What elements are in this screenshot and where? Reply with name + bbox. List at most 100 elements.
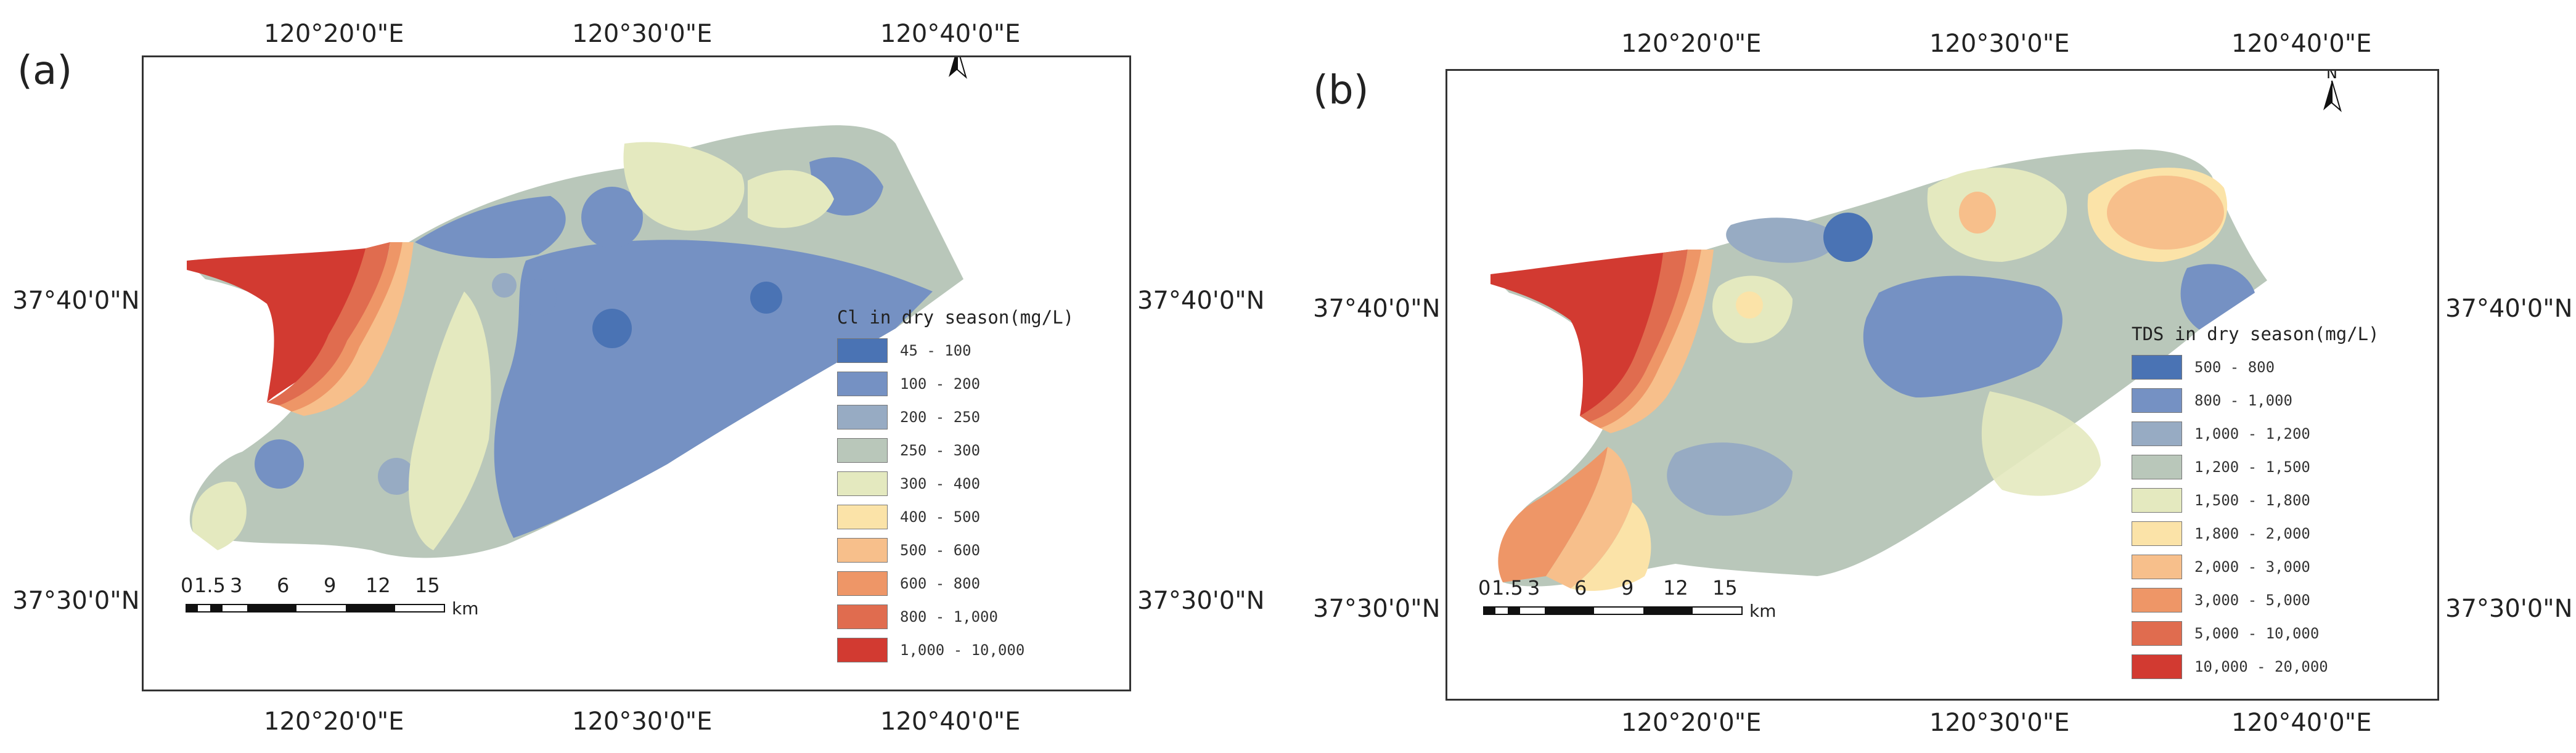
- map-panel-a: (a) 120°20'0"E 120°30'0"E 120°40'0"E 120…: [0, 0, 1270, 753]
- scale-label: 6: [1574, 576, 1587, 600]
- map-region: [1927, 168, 2067, 262]
- scale-label: 6: [277, 574, 290, 597]
- map-region: [520, 279, 557, 316]
- legend-label: 1,200 - 1,500: [2194, 458, 2310, 476]
- map-region: [187, 242, 390, 402]
- legend-item: 500 - 800: [2132, 351, 2379, 384]
- right-tick: 37°30'0"N: [1137, 587, 1265, 615]
- scale-label: 15: [1712, 576, 1738, 600]
- map-region: [1580, 250, 1688, 422]
- legend-item: 1,800 - 2,000: [2132, 517, 2379, 550]
- legend-label: 100 - 200: [900, 375, 981, 393]
- map-region: [255, 439, 304, 489]
- bottom-tick: 120°30'0"E: [1929, 709, 2070, 737]
- legend-label: 3,000 - 5,000: [2194, 592, 2310, 609]
- map-region: [378, 458, 415, 495]
- map-region: [1823, 213, 1873, 262]
- map-region: [1726, 218, 1842, 263]
- map-region: [1736, 291, 1763, 319]
- legend-swatch: [837, 338, 888, 363]
- legend-swatch: [2132, 421, 2182, 446]
- legend-item: 200 - 250: [837, 401, 1074, 434]
- legend-swatch: [837, 438, 888, 463]
- legend-swatch: [2132, 588, 2182, 613]
- top-tick: 120°20'0"E: [264, 20, 404, 48]
- right-tick: 37°40'0"N: [2445, 295, 2573, 323]
- map-region: [592, 309, 632, 348]
- map-region: [1863, 275, 2063, 397]
- legend-label: 800 - 1,000: [2194, 392, 2292, 409]
- legend-item: 1,000 - 10,000: [837, 633, 1074, 667]
- legend-swatch: [2132, 521, 2182, 546]
- map-region: [750, 282, 782, 314]
- scale-label: 1.5: [1492, 576, 1523, 600]
- legend-label: 10,000 - 20,000: [2194, 658, 2328, 675]
- north-arrow: N: [939, 57, 976, 81]
- scale-bar-graphic: [186, 604, 445, 613]
- legend-item: 3,000 - 5,000: [2132, 584, 2379, 617]
- map-region: [1490, 250, 1688, 416]
- north-arrow: N: [2313, 69, 2350, 114]
- legend-swatch: [837, 571, 888, 596]
- legend-label: 1,500 - 1,800: [2194, 492, 2310, 509]
- legend-item: 250 - 300: [837, 434, 1074, 467]
- top-tick: 120°40'0"E: [2231, 30, 2372, 58]
- legend-label: 800 - 1,000: [900, 608, 998, 625]
- panel-label: (b): [1313, 68, 1369, 113]
- legend-swatch: [2132, 654, 2182, 679]
- map-region: [581, 187, 643, 248]
- legend-label: 600 - 800: [900, 575, 981, 592]
- map-region: [267, 242, 390, 405]
- north-arrow-icon: [2323, 80, 2342, 112]
- scale-label: 0: [181, 574, 194, 597]
- legend-label: 200 - 250: [900, 409, 981, 426]
- scale-label: 3: [1527, 576, 1540, 600]
- north-label: N: [2326, 69, 2337, 82]
- map-region: [1667, 442, 1793, 516]
- legend-label: 400 - 500: [900, 508, 981, 526]
- legend-swatch: [837, 604, 888, 629]
- scale-bar-graphic: [1483, 606, 1743, 615]
- legend-label: 1,000 - 10,000: [900, 641, 1025, 659]
- scale-bar: 0 1.5 3 6 9 12 15 km: [181, 574, 550, 623]
- scale-label: 3: [230, 574, 243, 597]
- scale-label: 0: [1478, 576, 1491, 600]
- legend-item: 400 - 500: [837, 500, 1074, 534]
- map-region: [2180, 264, 2255, 330]
- map-region: [1571, 502, 1651, 591]
- map-region: [409, 291, 491, 550]
- map-region: [1498, 447, 1608, 582]
- legend-label: 300 - 400: [900, 475, 981, 492]
- bottom-tick: 120°40'0"E: [880, 707, 1021, 736]
- north-arrow-icon: [949, 57, 967, 79]
- panel-label: (a): [17, 48, 73, 94]
- right-tick: 37°30'0"N: [2445, 595, 2573, 623]
- legend-swatch: [2132, 488, 2182, 513]
- legend-swatch: [837, 505, 888, 529]
- left-tick: 37°30'0"N: [1313, 595, 1441, 623]
- legend-item: 1,500 - 1,800: [2132, 484, 2379, 517]
- scale-label: 15: [415, 574, 440, 597]
- scale-label: 12: [366, 574, 391, 597]
- legend-item: 300 - 400: [837, 467, 1074, 500]
- left-tick: 37°30'0"N: [12, 587, 140, 615]
- legend-label: 500 - 800: [2194, 359, 2275, 376]
- legend-label: 45 - 100: [900, 342, 971, 359]
- legend-swatch: [2132, 621, 2182, 646]
- legend-title: TDS in dry season(mg/L): [2132, 324, 2379, 344]
- map-region: [1981, 391, 2101, 496]
- map-region: [1546, 447, 1632, 588]
- choropleth-map: [187, 125, 963, 558]
- legend-label: 1,800 - 2,000: [2194, 525, 2310, 542]
- map-region: [192, 481, 247, 550]
- legend-label: 500 - 600: [900, 542, 981, 559]
- bottom-tick: 120°40'0"E: [2231, 709, 2372, 737]
- left-tick: 37°40'0"N: [1313, 295, 1441, 323]
- scale-unit: km: [1749, 601, 1777, 621]
- bottom-tick: 120°20'0"E: [264, 707, 404, 736]
- map-frame: N Cl in dry season(mg/L) 45 - 100 100 - …: [142, 55, 1131, 691]
- scale-label: 9: [1621, 576, 1634, 600]
- legend-item: 5,000 - 10,000: [2132, 617, 2379, 650]
- legend-swatch: [837, 538, 888, 563]
- top-tick: 120°30'0"E: [572, 20, 713, 48]
